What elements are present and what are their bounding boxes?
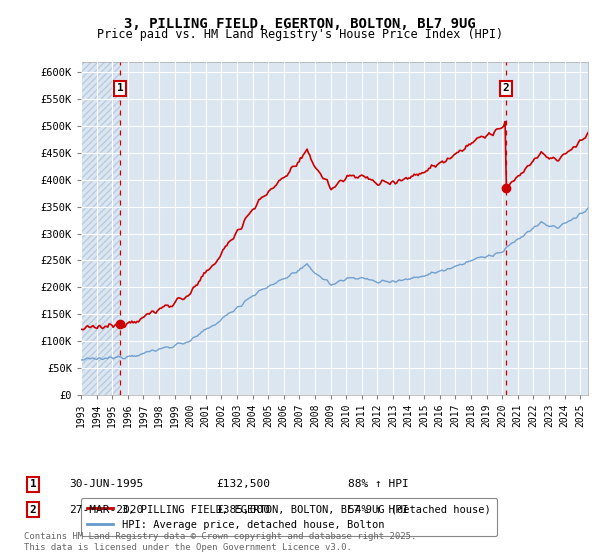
Bar [81, 62, 120, 395]
Text: Contains HM Land Registry data © Crown copyright and database right 2025.
This d: Contains HM Land Registry data © Crown c… [24, 532, 416, 552]
Text: £385,000: £385,000 [216, 505, 270, 515]
Text: 54% ↑ HPI: 54% ↑ HPI [348, 505, 409, 515]
Text: Price paid vs. HM Land Registry's House Price Index (HPI): Price paid vs. HM Land Registry's House … [97, 28, 503, 41]
Legend: 3, PILLING FIELD, EGERTON, BOLTON, BL7 9UG (detached house), HPI: Average price,: 3, PILLING FIELD, EGERTON, BOLTON, BL7 9… [81, 498, 497, 536]
Text: 30-JUN-1995: 30-JUN-1995 [69, 479, 143, 489]
Text: 88% ↑ HPI: 88% ↑ HPI [348, 479, 409, 489]
Text: £132,500: £132,500 [216, 479, 270, 489]
Text: 2: 2 [503, 83, 509, 94]
Text: 1: 1 [116, 83, 124, 94]
Text: 27-MAR-2020: 27-MAR-2020 [69, 505, 143, 515]
Text: 3, PILLING FIELD, EGERTON, BOLTON, BL7 9UG: 3, PILLING FIELD, EGERTON, BOLTON, BL7 9… [124, 17, 476, 31]
Text: 1: 1 [29, 479, 37, 489]
Text: 2: 2 [29, 505, 37, 515]
